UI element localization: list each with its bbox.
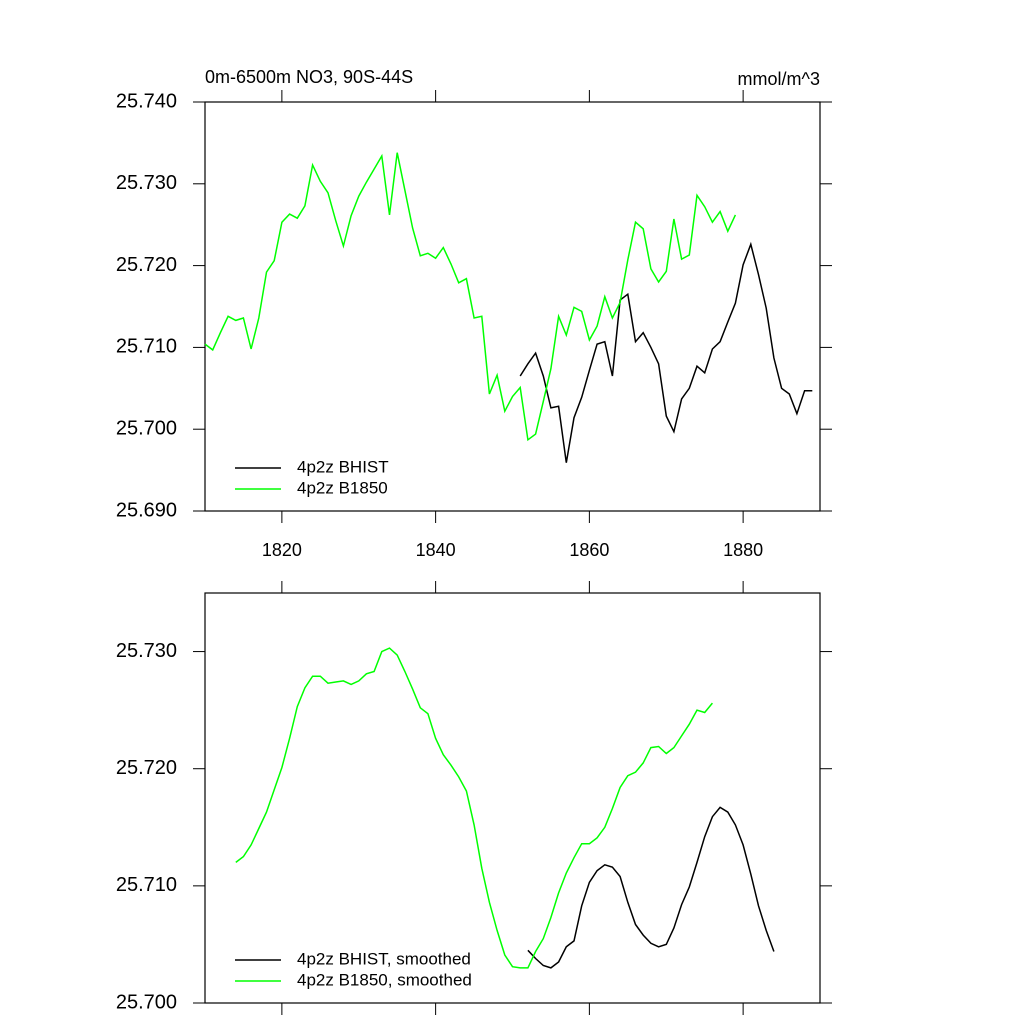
- y-tick-label: 25.700: [116, 417, 177, 439]
- plot-frame: [204, 592, 821, 1004]
- chart-title: 0m-6500m NO3, 90S-44S: [205, 67, 413, 87]
- units-label: mmol/m^3: [738, 69, 820, 89]
- series-line: [519, 241, 813, 463]
- series-line: [235, 647, 713, 969]
- y-tick-label: 25.720: [116, 254, 177, 276]
- y-tick-label: 25.720: [116, 757, 177, 779]
- legend-label: 4p2z BHIST: [297, 457, 389, 476]
- legend-label: 4p2z B1850: [297, 478, 388, 497]
- series-line: [204, 152, 737, 442]
- y-tick-label: 25.700: [116, 991, 177, 1013]
- y-tick-label: 25.730: [116, 172, 177, 194]
- x-tick-label: 1880: [723, 540, 763, 560]
- x-tick-label: 1820: [262, 540, 302, 560]
- legend-label: 4p2z B1850, smoothed: [297, 970, 472, 989]
- legend-label: 4p2z BHIST, smoothed: [297, 949, 471, 968]
- y-tick-label: 25.690: [116, 499, 177, 521]
- plot-frame: [204, 101, 821, 512]
- series-line: [527, 806, 775, 969]
- y-tick-label: 25.740: [116, 90, 177, 112]
- y-tick-label: 25.710: [116, 336, 177, 358]
- y-tick-label: 25.710: [116, 874, 177, 896]
- y-tick-label: 25.730: [116, 640, 177, 662]
- x-tick-label: 1860: [569, 540, 609, 560]
- x-tick-label: 1840: [416, 540, 456, 560]
